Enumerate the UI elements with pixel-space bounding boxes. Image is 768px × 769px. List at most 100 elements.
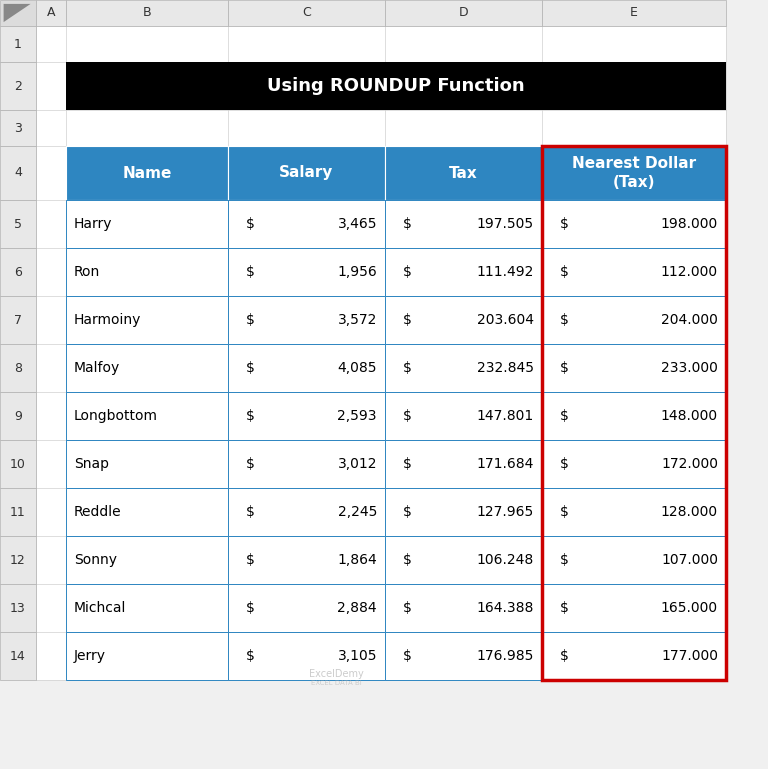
- FancyBboxPatch shape: [66, 488, 228, 536]
- FancyBboxPatch shape: [385, 632, 542, 680]
- Text: $: $: [246, 265, 255, 279]
- Text: 10: 10: [10, 458, 26, 471]
- FancyBboxPatch shape: [228, 632, 385, 680]
- Text: 148.000: 148.000: [661, 409, 718, 423]
- Text: 171.684: 171.684: [477, 457, 534, 471]
- FancyBboxPatch shape: [66, 392, 228, 440]
- Text: $: $: [403, 409, 412, 423]
- Text: $: $: [403, 457, 412, 471]
- FancyBboxPatch shape: [228, 248, 385, 296]
- Text: Reddle: Reddle: [74, 505, 121, 519]
- Text: 6: 6: [14, 265, 22, 278]
- FancyBboxPatch shape: [66, 536, 228, 584]
- FancyBboxPatch shape: [385, 440, 542, 488]
- FancyBboxPatch shape: [385, 200, 542, 248]
- Text: $: $: [560, 505, 569, 519]
- Text: 13: 13: [10, 601, 26, 614]
- Text: 8: 8: [14, 361, 22, 375]
- Text: $: $: [246, 553, 255, 567]
- Text: A: A: [47, 6, 55, 19]
- FancyBboxPatch shape: [0, 200, 36, 248]
- Text: Using ROUNDUP Function: Using ROUNDUP Function: [267, 77, 525, 95]
- FancyBboxPatch shape: [66, 0, 228, 26]
- Text: 127.965: 127.965: [477, 505, 534, 519]
- Text: 5: 5: [14, 218, 22, 231]
- FancyBboxPatch shape: [0, 392, 36, 440]
- Text: Salary: Salary: [280, 165, 333, 181]
- Text: 4: 4: [14, 167, 22, 179]
- Text: $: $: [560, 553, 569, 567]
- Text: $: $: [403, 217, 412, 231]
- Text: C: C: [302, 6, 311, 19]
- FancyBboxPatch shape: [0, 248, 36, 296]
- FancyBboxPatch shape: [385, 0, 542, 26]
- Text: 198.000: 198.000: [660, 217, 718, 231]
- Text: 2,593: 2,593: [337, 409, 377, 423]
- Text: 177.000: 177.000: [661, 649, 718, 663]
- Text: 1: 1: [14, 38, 22, 51]
- Text: $: $: [560, 265, 569, 279]
- FancyBboxPatch shape: [0, 584, 36, 632]
- FancyBboxPatch shape: [0, 0, 36, 26]
- FancyBboxPatch shape: [385, 584, 542, 632]
- Text: 1,864: 1,864: [337, 553, 377, 567]
- FancyBboxPatch shape: [542, 632, 726, 680]
- FancyBboxPatch shape: [385, 248, 542, 296]
- Text: $: $: [246, 217, 255, 231]
- Text: $: $: [246, 313, 255, 327]
- Text: 165.000: 165.000: [661, 601, 718, 615]
- Text: $: $: [403, 361, 412, 375]
- Text: $: $: [560, 217, 569, 231]
- Text: $: $: [403, 313, 412, 327]
- FancyBboxPatch shape: [228, 440, 385, 488]
- FancyBboxPatch shape: [66, 632, 228, 680]
- Text: ExcelDemy: ExcelDemy: [310, 669, 364, 679]
- Text: Michcal: Michcal: [74, 601, 127, 615]
- Text: E: E: [630, 6, 638, 19]
- Text: $: $: [246, 601, 255, 615]
- FancyBboxPatch shape: [385, 146, 542, 200]
- FancyBboxPatch shape: [542, 584, 726, 632]
- FancyBboxPatch shape: [0, 344, 36, 392]
- Text: 1,956: 1,956: [337, 265, 377, 279]
- FancyBboxPatch shape: [542, 440, 726, 488]
- Text: Harmoiny: Harmoiny: [74, 313, 141, 327]
- FancyBboxPatch shape: [542, 200, 726, 248]
- Text: 9: 9: [14, 410, 22, 422]
- Text: 2,245: 2,245: [338, 505, 377, 519]
- FancyBboxPatch shape: [542, 344, 726, 392]
- FancyBboxPatch shape: [228, 200, 385, 248]
- Text: 106.248: 106.248: [477, 553, 534, 567]
- Text: Nearest Dollar
(Tax): Nearest Dollar (Tax): [572, 156, 696, 190]
- Text: 204.000: 204.000: [661, 313, 718, 327]
- Text: 111.492: 111.492: [477, 265, 534, 279]
- Text: Ron: Ron: [74, 265, 101, 279]
- FancyBboxPatch shape: [66, 344, 228, 392]
- FancyBboxPatch shape: [542, 296, 726, 344]
- FancyBboxPatch shape: [542, 392, 726, 440]
- FancyBboxPatch shape: [228, 488, 385, 536]
- Text: 164.388: 164.388: [477, 601, 534, 615]
- Text: $: $: [403, 553, 412, 567]
- FancyBboxPatch shape: [228, 0, 385, 26]
- Text: $: $: [560, 457, 569, 471]
- Text: 172.000: 172.000: [661, 457, 718, 471]
- FancyBboxPatch shape: [228, 344, 385, 392]
- FancyBboxPatch shape: [228, 584, 385, 632]
- FancyBboxPatch shape: [66, 584, 228, 632]
- Text: Longbottom: Longbottom: [74, 409, 158, 423]
- FancyBboxPatch shape: [385, 488, 542, 536]
- Text: 4,085: 4,085: [337, 361, 377, 375]
- Text: 197.505: 197.505: [477, 217, 534, 231]
- Text: EXCEL DATA BI: EXCEL DATA BI: [311, 680, 362, 686]
- Text: 11: 11: [10, 505, 26, 518]
- FancyBboxPatch shape: [542, 248, 726, 296]
- Text: Name: Name: [122, 165, 172, 181]
- Text: Sonny: Sonny: [74, 553, 117, 567]
- FancyBboxPatch shape: [542, 0, 726, 26]
- FancyBboxPatch shape: [0, 536, 36, 584]
- FancyBboxPatch shape: [0, 110, 36, 146]
- Text: 12: 12: [10, 554, 26, 567]
- Text: 112.000: 112.000: [661, 265, 718, 279]
- FancyBboxPatch shape: [0, 146, 36, 200]
